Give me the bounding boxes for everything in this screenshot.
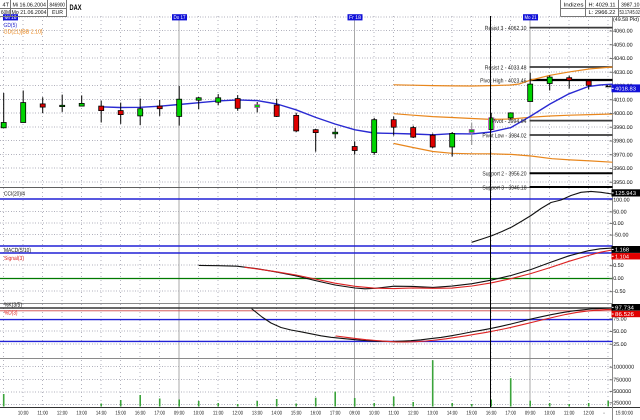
svg-text:3970.00: 3970.00	[613, 152, 633, 158]
svg-text:13:00: 13:00	[252, 411, 263, 417]
svg-text:4060.00: 4060.00	[613, 29, 633, 35]
svg-text:CCI(20)/4: CCI(20)/4	[4, 190, 26, 197]
svg-text:60M: 60M	[1, 10, 10, 16]
svg-text:09:00: 09:00	[174, 411, 185, 417]
svg-text:3987.10: 3987.10	[621, 3, 640, 9]
svg-text:Mo 21: Mo 21	[525, 15, 537, 21]
svg-text:(49.58 Pkt): (49.58 Pkt)	[613, 17, 639, 23]
svg-text:100.00: 100.00	[613, 197, 630, 203]
svg-text:Mo 21.06.2004: Mo 21.06.2004	[12, 10, 47, 16]
svg-text:H: 4029.11: H: 4029.11	[589, 3, 616, 9]
svg-text:EUR: EUR	[52, 10, 63, 16]
svg-text:4040.00: 4040.00	[613, 56, 633, 62]
svg-text:13:00: 13:00	[76, 411, 87, 417]
svg-text:97.734: 97.734	[615, 305, 634, 311]
svg-text:Pivot High - 4023.46: Pivot High - 4023.46	[480, 77, 527, 84]
svg-text:11:00: 11:00	[388, 411, 399, 417]
svg-text:16:00: 16:00	[486, 411, 497, 417]
svg-text:3990.00: 3990.00	[613, 125, 633, 131]
svg-text:25.00: 25.00	[613, 342, 627, 348]
svg-text:1.168: 1.168	[615, 248, 629, 254]
svg-text:50.00: 50.00	[613, 329, 627, 335]
svg-text:15:00: 15:00	[115, 411, 126, 417]
svg-text:-0.50: -0.50	[613, 289, 625, 295]
svg-text:500000: 500000	[613, 389, 631, 395]
svg-text:09:00: 09:00	[349, 411, 360, 417]
svg-text:Resist 3 - 4062.10: Resist 3 - 4062.10	[485, 25, 527, 32]
svg-text:17:00: 17:00	[154, 411, 165, 417]
svg-text:10:00: 10:00	[18, 411, 29, 417]
svg-text:3950.00: 3950.00	[613, 180, 633, 186]
svg-text:53.17/45.02: 53.17/45.02	[620, 9, 640, 16]
svg-text:86.526: 86.526	[615, 312, 634, 318]
svg-text:14:00: 14:00	[96, 411, 107, 417]
svg-text:1.104: 1.104	[615, 254, 629, 260]
svg-text:L: 2966.22: L: 2966.22	[589, 10, 616, 16]
svg-text:Pivot Low - 3984.02: Pivot Low - 3984.02	[482, 132, 527, 139]
svg-text:4000.00: 4000.00	[613, 111, 633, 117]
svg-text:10:00: 10:00	[193, 411, 204, 417]
svg-text:1000000: 1000000	[613, 365, 634, 371]
svg-text:Pivot - 3994.94: Pivot - 3994.94	[492, 118, 527, 125]
svg-text:Mi 16.06.2004: Mi 16.06.2004	[13, 2, 47, 9]
svg-text:15:00:00: 15:00:00	[616, 411, 634, 417]
svg-text:0.00: 0.00	[613, 221, 624, 227]
svg-text:12:00: 12:00	[583, 411, 594, 417]
svg-text:%D(3): %D(3)	[4, 310, 18, 317]
svg-text:15:00: 15:00	[466, 411, 477, 417]
svg-text:Fr 18: Fr 18	[349, 15, 361, 21]
svg-text:12:00: 12:00	[232, 411, 243, 417]
svg-text:%K(3/5): %K(3/5)	[4, 301, 22, 308]
svg-text:0.00: 0.00	[613, 276, 624, 282]
svg-text:14:00: 14:00	[271, 411, 282, 417]
svg-text:Support 3 - 3946.18: Support 3 - 3946.18	[482, 184, 527, 191]
svg-text:4050.00: 4050.00	[613, 42, 633, 48]
svg-text:11:00: 11:00	[564, 411, 575, 417]
svg-text:11:00: 11:00	[37, 411, 48, 417]
svg-text:16:00: 16:00	[310, 411, 321, 417]
svg-text:13:00: 13:00	[427, 411, 438, 417]
svg-text:4T: 4T	[3, 3, 10, 9]
svg-text:Mi 16: Mi 16	[5, 15, 17, 21]
svg-text:75.00: 75.00	[613, 316, 627, 322]
svg-text:50.00: 50.00	[613, 209, 627, 215]
svg-text:MACD(5/10): MACD(5/10)	[4, 247, 31, 254]
svg-text:Do 17: Do 17	[174, 15, 186, 21]
svg-text:846900: 846900	[50, 3, 66, 9]
svg-text:0.50: 0.50	[613, 263, 624, 269]
svg-text:DAX: DAX	[70, 3, 82, 12]
svg-text:4030.00: 4030.00	[613, 70, 633, 76]
svg-text:15:00: 15:00	[291, 411, 302, 417]
svg-text:16:00: 16:00	[135, 411, 146, 417]
svg-text:4018.83: 4018.83	[615, 86, 636, 92]
svg-text:3980.00: 3980.00	[613, 139, 633, 145]
svg-text:17:00: 17:00	[505, 411, 516, 417]
svg-text:12:00: 12:00	[57, 411, 68, 417]
svg-text:-50.00: -50.00	[613, 233, 628, 239]
svg-text:Resist 2 - 4033.48: Resist 2 - 4033.48	[485, 64, 527, 71]
svg-text:17:00: 17:00	[330, 411, 341, 417]
svg-text:4010.00: 4010.00	[613, 97, 633, 103]
svg-text:Signal(3): Signal(3)	[4, 255, 24, 262]
svg-text:12:00: 12:00	[408, 411, 419, 417]
svg-text:Indizes: Indizes	[564, 2, 584, 9]
svg-text:250000: 250000	[613, 400, 631, 406]
svg-text:09:00: 09:00	[525, 411, 536, 417]
svg-text:10:00: 10:00	[544, 411, 555, 417]
svg-text:10:00: 10:00	[369, 411, 380, 417]
svg-text:750000: 750000	[613, 377, 631, 383]
svg-text:-: -	[603, 411, 605, 417]
svg-text:3960.00: 3960.00	[613, 166, 633, 172]
svg-text:11:00: 11:00	[213, 411, 224, 417]
svg-text:GD(21)[BB 2.10]: GD(21)[BB 2.10]	[4, 29, 43, 36]
svg-text:Support 2 - 3956.20: Support 2 - 3956.20	[482, 171, 527, 178]
svg-text:14:00: 14:00	[447, 411, 458, 417]
svg-text:GD(5): GD(5)	[4, 22, 18, 29]
svg-text:125.943: 125.943	[615, 191, 636, 197]
